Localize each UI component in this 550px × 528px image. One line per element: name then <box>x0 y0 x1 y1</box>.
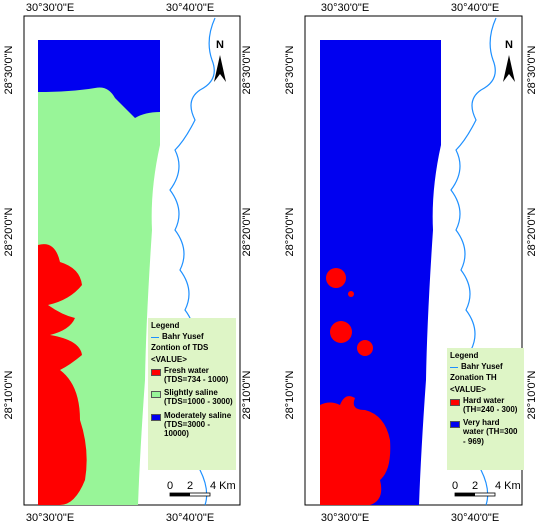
legend-title: Legend <box>450 351 479 360</box>
lat-label: 28°30'0"N <box>3 45 15 94</box>
lon-label: 30°40'0"E <box>451 2 499 14</box>
legend-value: <VALUE> <box>151 354 187 364</box>
legend-river: Bahr Yusef <box>450 362 521 371</box>
zone-hard <box>330 321 352 343</box>
north-label: N <box>505 39 513 51</box>
river-symbol <box>151 336 159 338</box>
legend-swatch <box>450 398 460 406</box>
panel-tds <box>23 15 241 506</box>
zone-very-hard <box>320 40 441 505</box>
legend-title: Legend <box>151 321 180 330</box>
lat-label: 28°20'0"N <box>526 207 538 256</box>
lon-label: 30°30'0"E <box>321 512 369 524</box>
legend-river: Bahr Yusef <box>151 332 233 341</box>
lon-label: 30°30'0"E <box>321 2 369 14</box>
zone-hard <box>348 291 354 297</box>
north-label: N <box>216 39 224 51</box>
lat-label: 28°10'0"N <box>3 370 15 419</box>
scale-label: 0 <box>452 480 458 492</box>
zone-hard <box>320 396 391 505</box>
scale-label: 0 <box>167 480 173 492</box>
lon-label: 30°40'0"E <box>451 512 499 524</box>
lat-label: 28°20'0"N <box>284 207 296 256</box>
lat-label: 28°20'0"N <box>3 207 15 256</box>
lat-label: 28°10'0"N <box>241 370 253 419</box>
legend-label: Hard water (TH=240 - 300) <box>463 395 518 414</box>
legend-heading: Zonation TH <box>450 373 497 383</box>
north-arrow <box>503 55 515 82</box>
river-label: Bahr Yusef <box>162 332 204 342</box>
scale-label: 2 <box>472 480 478 492</box>
scale-label: 4 Km <box>210 480 236 492</box>
zone-hard <box>326 268 346 288</box>
legend-swatch <box>450 421 460 429</box>
legend-item: Hard water (TH=240 - 300) <box>450 396 521 416</box>
legend-heading: Zontion of TDS <box>151 343 209 353</box>
lat-label: 28°10'0"N <box>284 370 296 419</box>
lat-label: 28°30'0"N <box>526 45 538 94</box>
scale-label: 4 Km <box>495 480 521 492</box>
legend-item: Moderately saline (TDS=3000 - 10000) <box>151 411 233 441</box>
zone-fresh-water <box>38 244 87 505</box>
lon-label: 30°40'0"E <box>166 2 214 14</box>
lat-label: 28°10'0"N <box>526 370 538 419</box>
legend-label: Slightly saline (TDS=1000 - 3000) <box>164 388 233 407</box>
legend-label: Very hard water (TH=300 - 969) <box>463 418 518 446</box>
legend-label: Fresh water (TDS=734 - 1000) <box>164 365 229 384</box>
zone-hard <box>357 340 373 356</box>
legend-item: Slightly saline (TDS=1000 - 3000) <box>151 388 233 408</box>
lat-label: 28°30'0"N <box>284 45 296 94</box>
legend-value: <VALUE> <box>450 384 486 394</box>
legend-label: Moderately saline (TDS=3000 - 10000) <box>164 410 232 438</box>
scale-bar <box>170 493 190 496</box>
lat-label: 28°20'0"N <box>241 207 253 256</box>
legend-swatch <box>151 368 161 376</box>
legend: Legend Bahr Yusef Zonation TH <VALUE> Hard w… <box>447 348 524 470</box>
panel-th <box>304 15 523 506</box>
legend-swatch <box>151 413 161 421</box>
north-arrow <box>214 55 226 82</box>
lon-label: 30°40'0"E <box>166 512 214 524</box>
scale-bar <box>455 493 475 496</box>
lat-label: 28°30'0"N <box>241 45 253 94</box>
river-symbol <box>450 366 458 368</box>
scale-label: 2 <box>187 480 193 492</box>
lon-label: 30°30'0"E <box>26 512 74 524</box>
legend-item: Fresh water (TDS=734 - 1000) <box>151 366 233 386</box>
legend-item: Very hard water (TH=300 - 969) <box>450 418 521 448</box>
river-label: Bahr Yusef <box>461 362 503 372</box>
lon-label: 30°30'0"E <box>26 2 74 14</box>
legend-swatch <box>151 391 161 399</box>
zone-moderately-saline <box>38 40 160 118</box>
legend: Legend Bahr Yusef Zontion of TDS <VALUE> Fre… <box>148 318 236 470</box>
